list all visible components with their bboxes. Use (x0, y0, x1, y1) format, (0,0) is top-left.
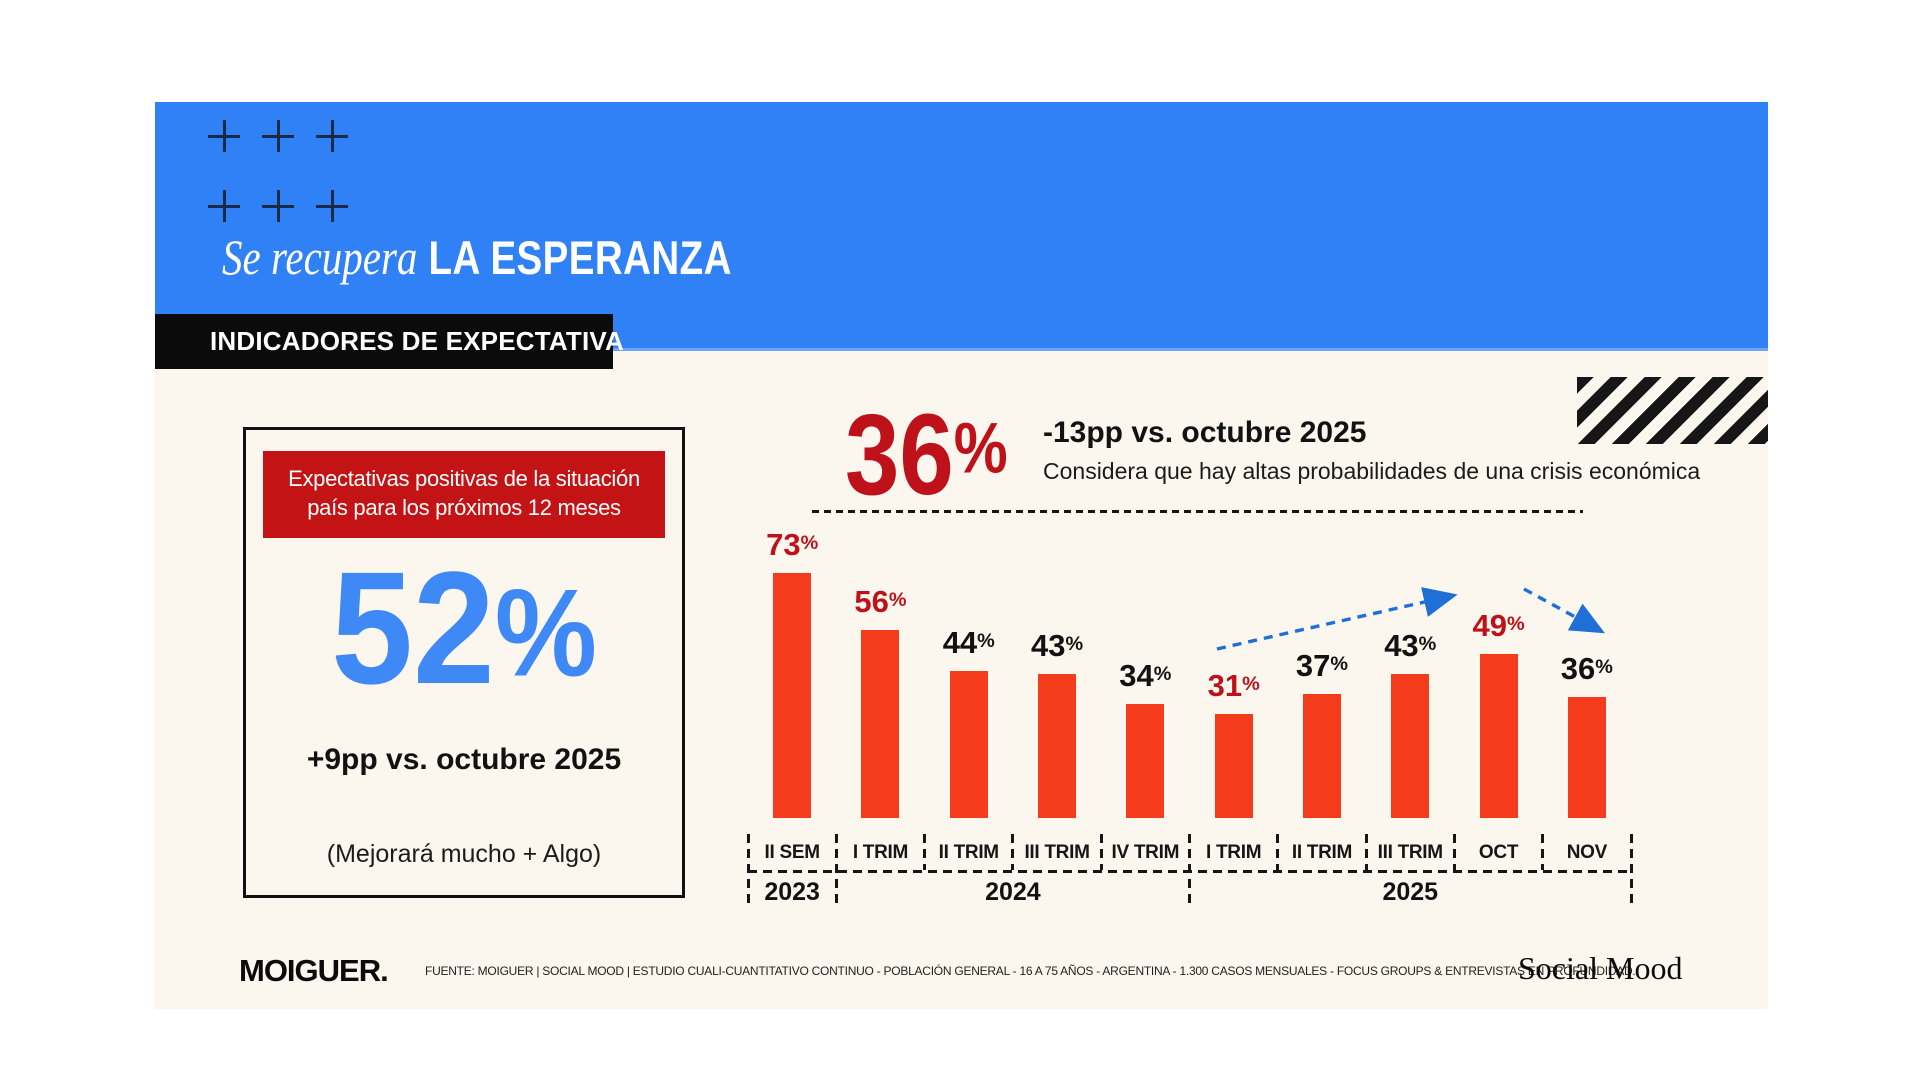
plus-icon-grid (208, 120, 418, 230)
axis-period-separator (923, 834, 927, 870)
highlight-caption: Considera que hay altas probabilidades d… (1043, 458, 1701, 484)
axis-period-label: II TRIM (938, 842, 999, 863)
axis-group-separator (1188, 834, 1191, 908)
axis-year-label: 2024 (985, 878, 1041, 906)
highlight-value: 36% (845, 398, 1008, 513)
axis-year-label: 2023 (764, 878, 820, 906)
bar (1126, 704, 1165, 818)
bar (861, 630, 900, 818)
highlight-value-unit: % (953, 408, 1008, 489)
axis-period-label: NOV (1566, 842, 1608, 863)
plus-icon (316, 120, 348, 152)
axis-period-separator (1276, 834, 1280, 870)
social-mood-brand: Social Mood (1518, 950, 1683, 986)
title-italic: Se recupera (222, 229, 418, 285)
axis-period-separator (1099, 834, 1103, 870)
bar-value-label: 43% (1030, 628, 1084, 663)
section-tag: INDICADORES DE EXPECTATIVA (155, 314, 624, 369)
kpi-note: (Mejorará mucho + Algo) (326, 840, 602, 868)
bar (949, 671, 988, 818)
axis-group-separator (834, 834, 838, 908)
kpi-card-ribbon: Expectativas positivas de la situación p… (263, 451, 665, 538)
plus-icon (262, 120, 294, 152)
stripes-decoration (1577, 377, 1768, 444)
kpi-value: 52% (263, 548, 664, 708)
axis-period-label: III TRIM (1024, 842, 1090, 863)
kpi-delta: +9pp vs. octubre 2025 (306, 743, 622, 776)
axis-group-separator (746, 834, 750, 908)
bar (773, 573, 812, 818)
page-title: Se recupera LA ESPERANZA (222, 228, 732, 286)
axis-group-separator (1629, 834, 1633, 908)
axis-period-separator (1541, 834, 1545, 870)
bar (1038, 674, 1077, 818)
highlight-value-number: 36 (845, 391, 954, 519)
axis-period-label: III TRIM (1377, 842, 1443, 863)
slide: Se recupera LA ESPERANZA INDICADORES DE … (155, 102, 1768, 1009)
divider-dashed-line (812, 510, 1583, 513)
bar-value-label: 43% (1384, 628, 1437, 663)
axis-period-label: II TRIM (1291, 842, 1353, 863)
plus-icon (208, 190, 240, 222)
axis-period-label: I TRIM (852, 842, 909, 863)
bar-value-label: 44% (942, 625, 995, 660)
plus-icon (262, 190, 294, 222)
kpi-card: Expectativas positivas de la situación p… (243, 427, 685, 898)
bar-value-label: 37% (1295, 648, 1348, 683)
bar-value-label: 36% (1560, 651, 1613, 686)
bar-value-label: 56% (854, 584, 907, 619)
bar-chart: 73% II SEM 56% I TRIM 44% II TRIM 43% III TRIM 3… (155, 102, 1768, 1009)
bar (1479, 654, 1518, 818)
ribbon-line-2: país para los próximos 12 meses (307, 495, 621, 520)
bar-value-label: 34% (1119, 658, 1172, 693)
bar-value-label: 31% (1207, 668, 1260, 703)
axis-year-label: 2025 (1382, 878, 1439, 906)
axis-period-label: I TRIM (1206, 842, 1262, 863)
axis-period-label: II SEM (764, 842, 821, 863)
ribbon-line-1: Expectativas positivas de la situación (288, 466, 640, 491)
header-band: Se recupera LA ESPERANZA (155, 102, 1768, 351)
axis-period-label: OCT (1478, 842, 1519, 863)
kpi-value-unit: % (494, 563, 597, 703)
axis-period-separator (1452, 834, 1456, 870)
bar-value-label: 49% (1472, 608, 1525, 643)
title-bold: LA ESPERANZA (417, 231, 732, 284)
bar (1214, 714, 1253, 818)
bar (1391, 674, 1430, 818)
moiguer-logo: MOIGUER. (239, 953, 389, 988)
axis-period-separator (1364, 834, 1368, 870)
kpi-value-number: 52 (331, 538, 495, 717)
bar (1567, 697, 1606, 818)
source-note: FUENTE: MOIGUER | SOCIAL MOOD | ESTUDIO … (425, 964, 1636, 978)
axis-period-label: IV TRIM (1111, 842, 1180, 863)
bar (1302, 694, 1341, 818)
highlight-delta: -13pp vs. octubre 2025 (1043, 416, 1367, 449)
axis-period-separator (1011, 834, 1015, 870)
plus-icon (208, 120, 240, 152)
plus-icon (316, 190, 348, 222)
bar-value-label: 73% (766, 527, 819, 562)
